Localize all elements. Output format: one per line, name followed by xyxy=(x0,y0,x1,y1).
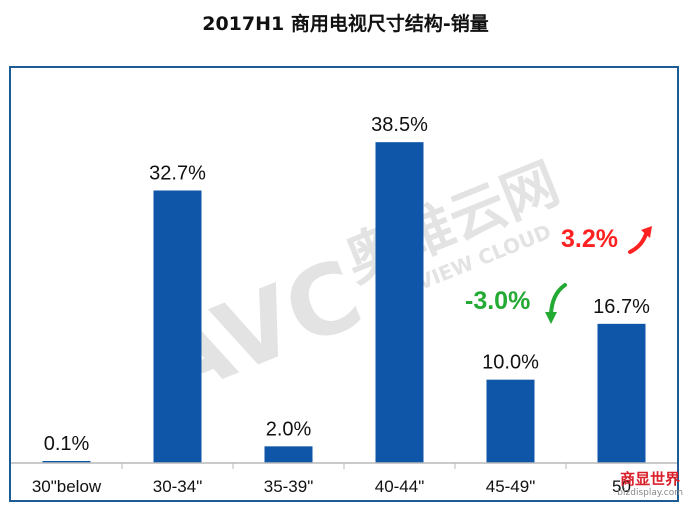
arrow-up-icon xyxy=(628,232,648,254)
bar-0 xyxy=(42,461,91,463)
x-tick-label-3: 40-44" xyxy=(375,477,425,496)
data-label-3: 38.5% xyxy=(371,114,428,136)
data-label-2: 2.0% xyxy=(266,418,312,440)
bar-5 xyxy=(597,323,646,463)
bars-layer: 0.1% 32.7% 2.0% 38.5% 10.0% 16.7% xyxy=(42,114,650,463)
chart-title: 2017H1 商用电视尺寸结构-销量 xyxy=(202,13,489,35)
annotations: 3.2% -3.0% xyxy=(465,225,652,324)
arrow-down-icon xyxy=(549,283,567,316)
x-tick-label-1: 30-34" xyxy=(153,477,203,496)
x-tick-label-0: 30"below xyxy=(32,477,102,496)
plot-frame xyxy=(9,66,679,502)
watermark-logo-en: bizdisplay.com xyxy=(617,488,683,498)
x-tick-label-5: 50 xyxy=(612,477,631,496)
data-label-5: 16.7% xyxy=(593,296,650,318)
arrow-up-head-icon xyxy=(641,226,652,238)
arrow-down-head-icon xyxy=(545,312,557,324)
bar-1 xyxy=(153,190,202,463)
data-label-1: 32.7% xyxy=(149,163,206,185)
watermark-logo-cn: 商显世界 xyxy=(620,470,681,488)
bar-2 xyxy=(264,446,313,463)
annotation-increase: 3.2% xyxy=(561,225,618,253)
annotation-decrease: -3.0% xyxy=(465,287,530,315)
bar-3 xyxy=(375,142,424,463)
bar-4 xyxy=(486,379,535,463)
x-tick-label-2: 35-39" xyxy=(264,477,314,496)
data-label-4: 10.0% xyxy=(482,352,539,374)
x-tick-label-4: 45-49" xyxy=(486,477,536,496)
data-label-0: 0.1% xyxy=(44,433,90,455)
watermark-logo: 商显世界 bizdisplay.com xyxy=(617,472,683,500)
x-axis: 30"below 30-34" 35-39" 40-44" 45-49" 50 xyxy=(11,462,677,496)
